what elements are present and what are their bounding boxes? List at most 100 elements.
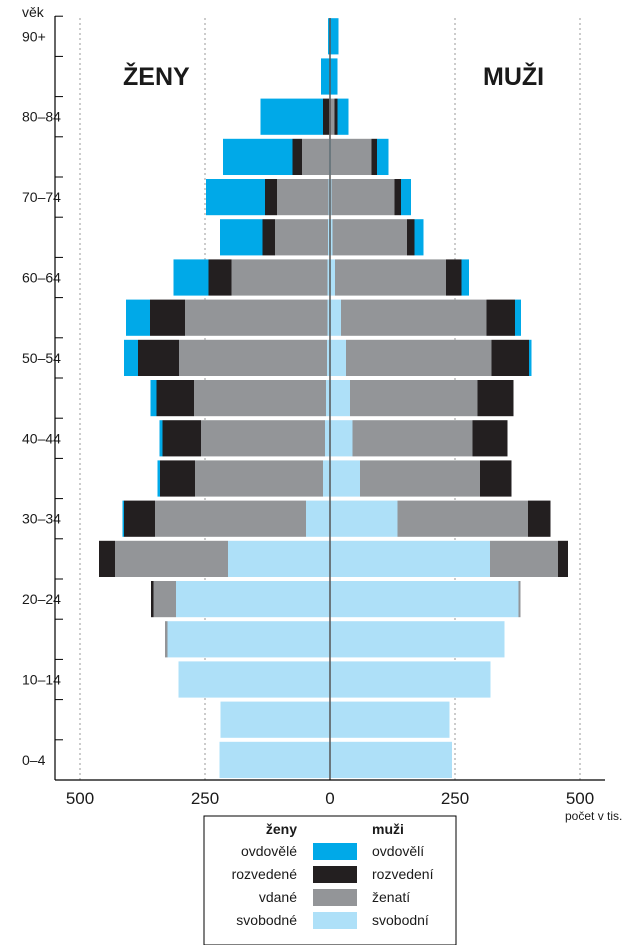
legend-swatch-vdane — [313, 889, 357, 906]
bar-women-vdane — [302, 138, 329, 175]
bar-women-ovdovele — [124, 339, 138, 376]
bar-men-svobodne — [330, 621, 505, 658]
bar-men-vdane — [346, 339, 492, 376]
bar-men-vdane — [330, 98, 335, 135]
bar-women-svobodne — [328, 219, 330, 256]
bar-women-rozvedene — [292, 138, 302, 175]
legend-men-header: muži — [372, 821, 404, 837]
age-labels: 0–4 10–14 20–24 30–34 40–44 50–54 60–64 70–74 80… — [22, 28, 61, 768]
x-tick-label: 250 — [441, 789, 469, 808]
bar-women-rozvedene — [150, 299, 185, 336]
bar-men-rozvedene — [407, 219, 415, 256]
bar-men-ovdovele — [330, 18, 339, 55]
x-tick-label: 500 — [566, 789, 594, 808]
bar-women-ovdovele — [122, 500, 124, 537]
bar-women-ovdovele — [206, 179, 265, 216]
bar-women-rozvedene — [323, 98, 329, 135]
bar-women-svobodne — [219, 741, 330, 778]
bar-men-svobodne — [330, 540, 490, 577]
age-label: 10–14 — [22, 672, 61, 688]
bar-women-rozvedene — [265, 179, 277, 216]
legend-women-label: vdané — [259, 889, 297, 905]
bar-women-vdane — [277, 179, 329, 216]
age-label: 0–4 — [22, 752, 46, 768]
bar-men-vdane — [490, 540, 558, 577]
bar-women-svobodne — [327, 339, 330, 376]
bar-women-ovdovele — [157, 460, 160, 497]
bar-women-ovdovele — [159, 420, 163, 457]
x-tick-label: 250 — [191, 789, 219, 808]
bar-men-svobodne — [330, 701, 450, 738]
bar-women-vdane — [155, 500, 306, 537]
age-group-ticks — [55, 15, 63, 781]
bar-women-vdane — [165, 621, 168, 658]
age-label: 70–74 — [22, 189, 61, 205]
bar-women-svobodne — [176, 581, 330, 618]
bar-men-svobodne — [330, 339, 346, 376]
legend-swatch-rozvedene — [313, 866, 357, 883]
age-label: 30–34 — [22, 511, 61, 527]
bar-men-rozvedene — [477, 380, 514, 417]
age-label: 50–54 — [22, 350, 61, 366]
bar-men-rozvedene — [334, 98, 338, 135]
bar-women-svobodne — [178, 661, 330, 698]
bar-women-rozvedene — [138, 339, 179, 376]
bar-men-ovdovele — [330, 58, 338, 95]
bar-men-rozvedene — [558, 540, 568, 577]
bar-women-ovdovele — [223, 138, 293, 175]
bar-men-vdane — [331, 179, 395, 216]
bar-men-ovdovele — [461, 259, 469, 296]
bar-men-ovdovele — [515, 299, 521, 336]
bar-women-rozvedene — [156, 380, 194, 417]
legend: ženy muži ovdovělé ovdovělí rozvedené rozve… — [203, 815, 457, 945]
bar-men-ovdovele — [377, 138, 389, 175]
legend-women-label: ovdovělé — [241, 843, 297, 859]
bar-women-svobodne — [327, 299, 330, 336]
age-label: 90+ — [22, 28, 46, 44]
bar-women-rozvedene — [162, 420, 201, 457]
bars-layer — [99, 18, 568, 778]
bar-women-ovdovele — [150, 380, 157, 417]
bar-men-rozvedene — [491, 339, 529, 376]
bar-women-vdane — [231, 259, 328, 296]
bar-men-svobodne — [330, 741, 452, 778]
legend-rows: ovdovělé ovdovělí rozvedené rozvedení vdané ž… — [232, 843, 434, 929]
bar-women-vdane — [185, 299, 328, 336]
bar-men-svobodne — [330, 219, 333, 256]
bar-men-svobodne — [330, 661, 491, 698]
age-label: 40–44 — [22, 430, 61, 446]
bar-men-rozvedene — [394, 179, 401, 216]
bar-men-svobodne — [330, 259, 335, 296]
legend-men-label: ovdovělí — [372, 843, 424, 859]
bar-men-svobodne — [330, 420, 353, 457]
bar-women-ovdovele — [260, 98, 323, 135]
bar-women-rozvedene — [99, 540, 115, 577]
bar-women-vdane — [201, 420, 325, 457]
bar-women-ovdovele — [126, 299, 150, 336]
bar-men-vdane — [352, 420, 473, 457]
bar-men-ovdovele — [414, 219, 424, 256]
bar-men-rozvedene — [446, 259, 462, 296]
bar-men-vdane — [397, 500, 528, 537]
y-axis-title: věk — [22, 4, 45, 20]
bar-men-vdane — [350, 380, 478, 417]
bar-men-rozvedene — [528, 500, 551, 537]
legend-men-label: rozvedení — [372, 866, 434, 882]
x-tick-label: 0 — [325, 789, 334, 808]
bar-women-vdane — [179, 339, 327, 376]
bar-women-ovdovele — [321, 58, 330, 95]
bar-women-vdane — [195, 460, 323, 497]
bar-women-svobodne — [326, 380, 330, 417]
x-tick-labels: 500 250 0 250 500 — [66, 789, 594, 808]
bar-men-rozvedene — [472, 420, 508, 457]
age-label: 60–64 — [22, 270, 61, 286]
bar-men-ovdovele — [337, 98, 349, 135]
bar-men-svobodne — [330, 500, 398, 537]
men-title: MUŽI — [483, 61, 544, 91]
bar-men-ovdovele — [529, 339, 532, 376]
bar-men-rozvedene — [371, 138, 377, 175]
bar-women-vdane — [194, 380, 326, 417]
bar-women-ovdovele — [328, 18, 330, 55]
bar-men-ovdovele — [401, 179, 411, 216]
